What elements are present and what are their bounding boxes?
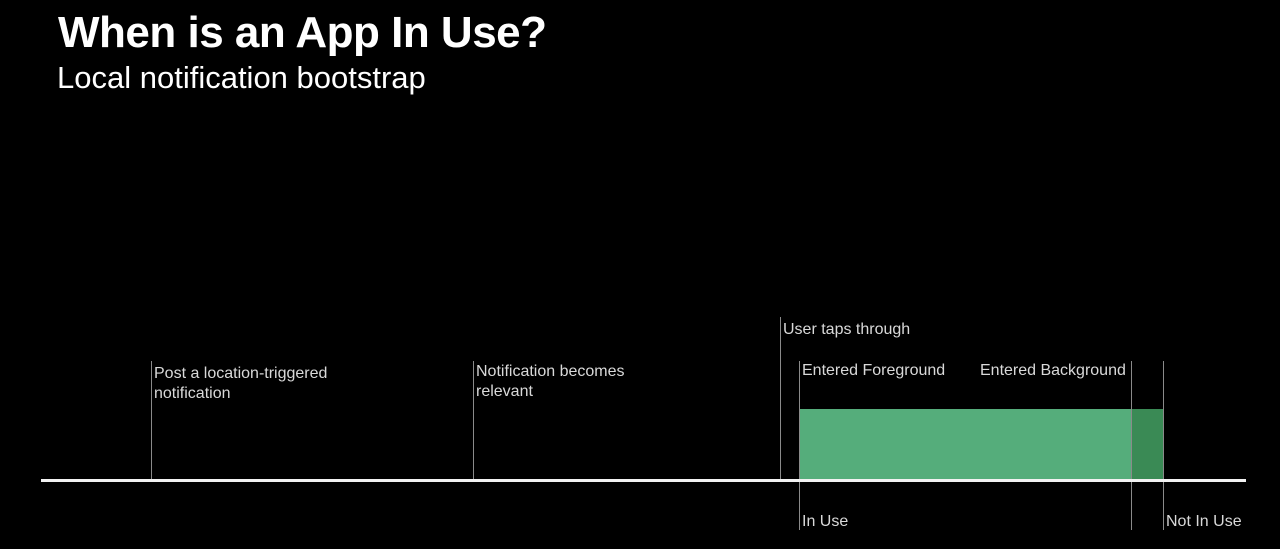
slide-subtitle: Local notification bootstrap: [57, 60, 426, 95]
not-in-use-label: Not In Use: [1166, 513, 1242, 530]
post-notification-marker: [151, 361, 152, 480]
user-taps-marker: [780, 317, 781, 480]
notification-relevant-marker: [473, 361, 474, 480]
notification-relevant-label: Notification becomes relevant: [476, 363, 625, 400]
post-notification-label: Post a location-triggered notification: [154, 365, 328, 402]
entered-background-label: Entered Background: [980, 362, 1126, 379]
transition-bar: [1131, 409, 1163, 480]
slide-title: When is an App In Use?: [58, 8, 547, 57]
in-use-label: In Use: [802, 513, 849, 530]
entered-background-marker: [1131, 361, 1132, 530]
timeline-axis: [41, 479, 1246, 482]
entered-foreground-marker: [799, 361, 800, 530]
in-use-bar: [800, 409, 1131, 480]
user-taps-label: User taps through: [783, 321, 911, 338]
not-in-use-marker: [1163, 361, 1164, 530]
entered-foreground-label: Entered Foreground: [802, 362, 946, 379]
